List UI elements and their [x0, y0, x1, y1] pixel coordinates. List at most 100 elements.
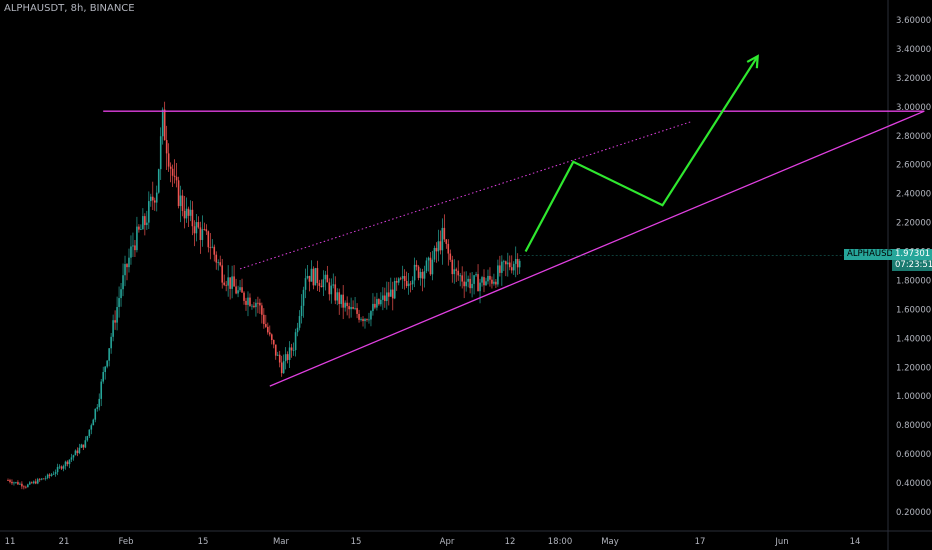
candle-body [269, 332, 271, 335]
candle-body [328, 282, 331, 295]
candle-body [267, 326, 269, 333]
candle-body [241, 287, 243, 293]
candle-body [201, 229, 204, 240]
candle-body [447, 243, 450, 254]
candle-body [189, 209, 192, 216]
candle-body [298, 316, 301, 328]
candle-body [261, 305, 263, 315]
candle-body [40, 478, 43, 480]
projection-arrowhead [746, 54, 759, 69]
candle-body [437, 241, 440, 252]
candle-body [288, 347, 291, 360]
candle-body [374, 303, 376, 308]
candle-body [197, 222, 200, 228]
candle-body [292, 350, 295, 351]
candle-body [296, 327, 299, 333]
candle-body [72, 455, 75, 458]
candle-body [514, 258, 517, 264]
candle-body [155, 192, 158, 203]
price-tag-symbol: ALPHAUSDT [844, 249, 902, 261]
candle-body [203, 229, 206, 231]
x-tick-label: 11 [5, 537, 16, 547]
candle-body [459, 275, 461, 277]
x-tick-label: 12 [505, 537, 516, 547]
candle-body [88, 429, 91, 437]
candle-body [372, 303, 374, 312]
candle-body [280, 362, 283, 374]
candle-body [163, 109, 166, 141]
candle-body [153, 200, 156, 203]
candle-body [516, 258, 519, 268]
candle-body [306, 275, 309, 279]
candle-body [507, 262, 509, 265]
candle-body [485, 281, 487, 286]
candle-body [455, 269, 458, 271]
candle-body [48, 474, 51, 476]
candle-body [354, 308, 356, 309]
candle-body [171, 168, 174, 176]
candle-body [243, 292, 245, 301]
candle-body [29, 482, 31, 485]
candle-body [272, 340, 275, 345]
candle-body [479, 282, 481, 292]
candle-body [481, 277, 483, 283]
candle-body [344, 302, 346, 308]
candle-body [265, 324, 267, 327]
price-tag-price: 1.97301 [892, 249, 932, 261]
candle-body [150, 196, 152, 202]
x-tick-label: May [601, 537, 619, 547]
candle-body [370, 311, 372, 320]
candle-body [290, 347, 293, 351]
candle-body [384, 295, 386, 302]
candle-body [181, 195, 184, 211]
candle-body [23, 486, 25, 488]
x-tick-label: Feb [118, 537, 133, 547]
candle-body [239, 287, 241, 291]
candle-body [378, 299, 380, 305]
candle-body [401, 276, 404, 279]
candle-body [294, 332, 297, 351]
candle-body [411, 280, 414, 285]
candle-body [235, 286, 237, 294]
candle-body [487, 275, 489, 282]
candle-body [80, 444, 83, 448]
candle-body [94, 408, 97, 420]
price-tag-timer: 07:23:51 [892, 260, 932, 272]
candle-body [42, 478, 45, 480]
support-trendline [269, 110, 925, 387]
candle-body [213, 246, 216, 255]
candle-body [518, 260, 521, 268]
candle-body [356, 308, 358, 314]
candle-body [324, 274, 327, 280]
candle-body [62, 466, 65, 469]
candle-body [17, 482, 19, 485]
candle-body [191, 209, 194, 227]
candle-body [413, 264, 416, 281]
candle-body [276, 354, 279, 356]
candle-body [433, 247, 436, 260]
candle-body [449, 253, 452, 260]
y-tick-label: 0.80000 [896, 421, 931, 431]
candle-body [50, 474, 53, 476]
candle-body [391, 289, 394, 299]
y-tick-label: 3.60000 [896, 16, 931, 26]
candle-body [159, 136, 162, 170]
candle-body [314, 268, 317, 286]
candle-body [358, 313, 360, 320]
candle-body [102, 372, 104, 382]
x-tick-label: 15 [198, 537, 209, 547]
candle-body [31, 482, 33, 484]
candle-body [483, 277, 485, 286]
candle-body [118, 298, 120, 308]
candle-body [136, 226, 138, 251]
y-tick-label: 0.40000 [896, 479, 931, 489]
candle-body [54, 472, 57, 474]
candle-body [221, 265, 223, 283]
candle-body [312, 268, 315, 286]
candle-body [76, 450, 79, 454]
x-tick-label: Mar [273, 537, 290, 547]
candle-body [510, 267, 513, 271]
candle-body [346, 302, 348, 307]
candle-body [419, 271, 422, 278]
